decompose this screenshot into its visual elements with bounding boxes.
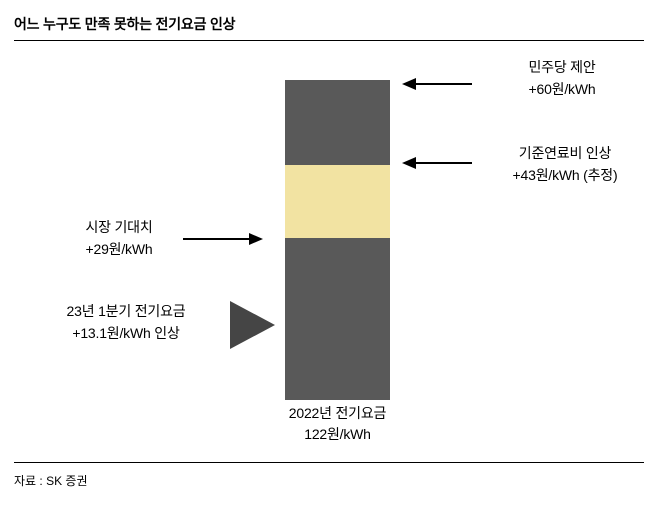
bar-segment-fuel-cost-increase (285, 165, 390, 238)
annotation-fuel-line2: +43원/kWh (추정) (512, 167, 618, 183)
footer-divider (14, 462, 644, 463)
annotation-democrat-proposal: 민주당 제안 +60원/kWh (487, 56, 637, 100)
bar-label-line1: 2022년 전기요금 (288, 405, 387, 421)
annotation-democrat-line1: 민주당 제안 (528, 59, 596, 75)
source-label: 자료 : SK 증권 (14, 474, 88, 488)
solid-triangle-icon (230, 301, 275, 349)
annotation-democrat-line2: +60원/kWh (528, 81, 596, 97)
chart-title: 어느 누구도 만족 못하는 전기요금 인상 (14, 16, 236, 32)
title-divider (14, 40, 644, 41)
annotation-q1-increase: 23년 1분기 전기요금 +13.1원/kWh 인상 (26, 300, 226, 344)
annotation-market-line1: 시장 기대치 (85, 219, 153, 235)
annotation-market-expectation: 시장 기대치 +29원/kWh (50, 216, 188, 260)
annotation-fuel-cost: 기준연료비 인상 +43원/kWh (추정) (474, 142, 656, 186)
annotation-q1-line2: +13.1원/kWh 인상 (72, 325, 180, 341)
bar-segment-democrat-proposal (285, 80, 390, 165)
bar-label-line2: 122원/kWh (304, 426, 371, 442)
bar-axis-label: 2022년 전기요금 122원/kWh (255, 403, 420, 445)
annotation-q1-line1: 23년 1분기 전기요금 (66, 303, 186, 319)
arrow-right-icon (183, 233, 263, 245)
arrow-left-icon (402, 157, 472, 169)
arrow-left-icon (402, 78, 472, 90)
annotation-fuel-line1: 기준연료비 인상 (518, 145, 612, 161)
stacked-bar (285, 80, 390, 400)
bar-segment-base-rate (285, 238, 390, 400)
annotation-market-line2: +29원/kWh (85, 241, 153, 257)
